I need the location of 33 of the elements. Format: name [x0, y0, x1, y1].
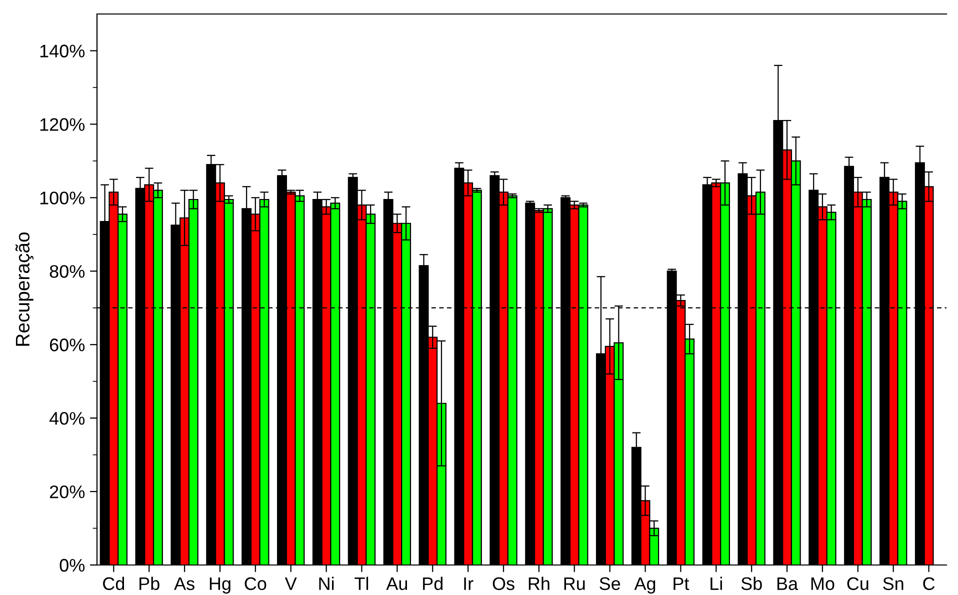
y-tick-label: 60%: [50, 338, 85, 352]
y-tick-label: 100%: [40, 192, 85, 204]
x-tick-label: Ni: [319, 576, 334, 590]
x-tick-label: Ir: [464, 577, 474, 590]
y-axis-title: Recuperação: [15, 232, 34, 346]
x-tick-label: Os: [492, 577, 514, 590]
x-tick-label: Se: [600, 577, 620, 590]
x-tick-label: Ru: [564, 577, 585, 590]
x-tick-label: Cu: [847, 577, 868, 590]
x-tick-label: Mo: [811, 577, 834, 590]
y-tick-label: 80%: [50, 265, 85, 278]
y-tick-label: 120%: [40, 118, 85, 131]
x-tick-label: Pb: [140, 576, 160, 590]
y-tick-label: 40%: [49, 412, 85, 425]
x-tick-label: As: [174, 577, 194, 590]
x-tick-label: Ag: [634, 577, 656, 594]
y-tick-label: 20%: [50, 485, 85, 498]
x-tick-label: Tl: [354, 576, 368, 590]
y-tick-label: 0%: [60, 558, 85, 572]
x-tick-label: Sb: [741, 576, 762, 590]
x-tick-label: Sn: [883, 577, 904, 590]
x-tick-label: Co: [244, 577, 266, 590]
x-tick-label: Ba: [777, 577, 798, 590]
x-tick-label: Hg: [210, 577, 230, 594]
x-tick-label: Au: [386, 577, 408, 590]
x-tick-label: Cd: [103, 576, 124, 590]
x-tick-label: Rh: [528, 576, 550, 590]
y-tick-label: 140%: [40, 44, 85, 58]
x-tick-label: Pt: [674, 577, 690, 590]
x-tick-label: Pd: [423, 576, 442, 590]
x-tick-label: V: [284, 577, 297, 590]
x-tick-label: C: [923, 577, 935, 590]
x-tick-label: Li: [710, 576, 722, 590]
